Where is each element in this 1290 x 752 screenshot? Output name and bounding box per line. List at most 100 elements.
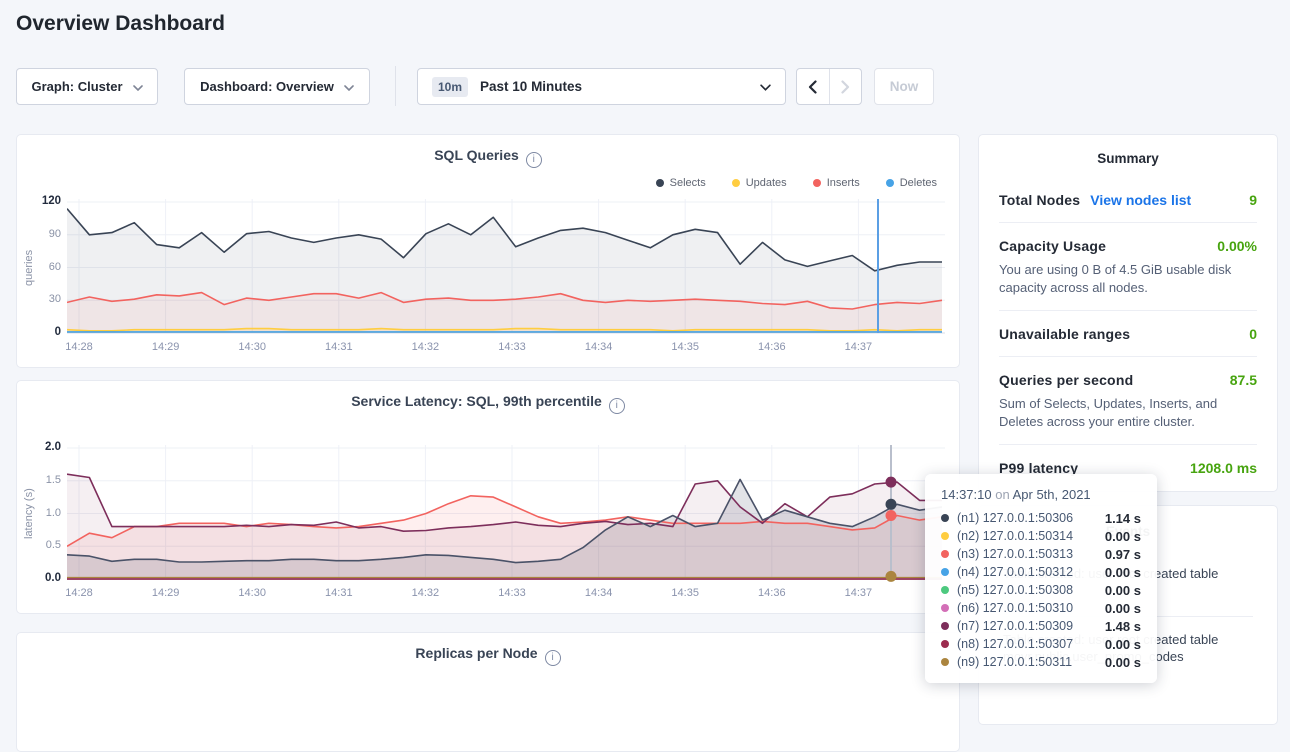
tooltip-node-value: 0.00 s — [1104, 636, 1141, 652]
tooltip-node-value: 1.14 s — [1104, 510, 1141, 526]
view-nodes-list-link[interactable]: View nodes list — [1090, 192, 1192, 208]
legend-dot-icon — [812, 179, 821, 187]
tooltip-node-value: 0.00 s — [1104, 564, 1141, 580]
y-tick-label: 2.0 — [45, 441, 61, 453]
x-tick-label: 14:36 — [758, 587, 786, 599]
node-series-dot-icon — [941, 586, 949, 594]
legend-dot-icon — [885, 179, 894, 187]
info-icon[interactable]: i — [608, 398, 625, 414]
tooltip-node-row: (n4) 127.0.0.1:50312 0.00 s — [941, 563, 1141, 581]
tooltip-node-row: (n3) 127.0.0.1:50313 0.97 s — [941, 545, 1141, 563]
summary-row-value: 9 — [1249, 192, 1257, 208]
legend-label: Deletes — [899, 177, 937, 189]
service-latency-chart[interactable] — [67, 445, 945, 585]
x-tick-label: 14:30 — [238, 587, 266, 599]
summary-panel: Summary Total Nodes View nodes list 9 Capac… — [978, 134, 1278, 492]
x-tick-label: 14:30 — [238, 341, 266, 353]
sql-queries-panel: SQL Queries i Selects Updates Inserts Delete… — [16, 134, 960, 368]
x-axis: 14:28 14:29 14:30 14:31 14:32 14:33 14:34 14:35… — [65, 587, 945, 601]
x-tick-label: 14:31 — [325, 587, 353, 599]
tooltip-node-row: (n8) 127.0.0.1:50307 0.00 s — [941, 635, 1141, 653]
time-range-dropdown[interactable]: 10m Past 10 Minutes — [417, 68, 786, 105]
chart-hover-tooltip: 14:37:10 on Apr 5th, 2021 (n1) 127.0.0.1… — [925, 474, 1157, 683]
node-series-dot-icon — [941, 514, 949, 522]
x-axis: 14:28 14:29 14:30 14:31 14:32 14:33 14:34 14:35… — [65, 341, 945, 355]
x-tick-label: 14:34 — [584, 341, 613, 353]
chevron-down-icon — [344, 79, 354, 94]
summary-row-label: Capacity Usage — [999, 238, 1107, 254]
tooltip-rows: (n1) 127.0.0.1:50306 1.14 s (n2) 127.0.0.1… — [941, 509, 1141, 671]
x-tick-label: 14:33 — [498, 587, 526, 599]
legend-item-updates[interactable]: Updates — [731, 177, 787, 189]
legend-dot-icon — [655, 179, 664, 187]
previous-time-button[interactable] — [797, 69, 830, 104]
info-icon[interactable]: i — [544, 650, 561, 666]
summary-row-main: Unavailable ranges 0 — [999, 326, 1257, 342]
summary-heading: Summary — [1097, 151, 1159, 166]
graph-dropdown[interactable]: Graph: Cluster — [16, 68, 158, 105]
service-latency-title: Service Latency: SQL, 99th percentile i — [17, 393, 959, 414]
summary-row-main: Total Nodes View nodes list 9 — [999, 192, 1257, 208]
sql-queries-chart[interactable] — [67, 199, 945, 339]
summary-row: Unavailable ranges 0 — [999, 310, 1257, 356]
summary-row-description: You are using 0 B of 4.5 GiB usable disk… — [999, 262, 1232, 295]
summary-row-description: Sum of Selects, Updates, Inserts, and De… — [999, 396, 1218, 429]
replicas-per-node-title: Replicas per Node i — [17, 645, 959, 666]
x-tick-label: 14:29 — [151, 587, 180, 599]
y-tick-label: 0.5 — [45, 539, 61, 552]
tooltip-node-label: (n3) 127.0.0.1:50313 — [957, 547, 1074, 561]
now-button[interactable]: Now — [874, 68, 934, 105]
tooltip-node-label: (n5) 127.0.0.1:50308 — [957, 583, 1074, 597]
node-series-dot-icon — [941, 532, 949, 540]
legend-label: Selects — [669, 177, 706, 189]
node-series-dot-icon — [941, 568, 949, 576]
node-series-dot-icon — [941, 604, 949, 612]
tooltip-node-label: (n9) 127.0.0.1:50311 — [957, 655, 1073, 669]
x-tick-label: 14:32 — [411, 587, 440, 599]
legend-label: Updates — [745, 177, 787, 189]
page-title: Overview Dashboard — [16, 12, 225, 35]
legend-label: Inserts — [826, 177, 860, 189]
x-tick-label: 14:36 — [758, 341, 786, 353]
summary-row: Total Nodes View nodes list 9 — [999, 166, 1257, 222]
tooltip-node-value: 0.97 s — [1104, 546, 1141, 562]
sql-queries-legend: Selects Updates Inserts Deletes — [655, 177, 937, 189]
tooltip-node-value: 0.00 s — [1104, 654, 1141, 670]
replicas-per-node-panel: Replicas per Node i — [16, 632, 960, 752]
tooltip-node-label: (n6) 127.0.0.1:50310 — [957, 601, 1074, 615]
tooltip-timestamp: 14:37:10 on Apr 5th, 2021 — [941, 487, 1091, 502]
node-series-dot-icon — [941, 658, 949, 666]
legend-item-deletes[interactable]: Deletes — [885, 177, 937, 189]
tooltip-node-row: (n1) 127.0.0.1:50306 1.14 s — [941, 509, 1141, 527]
tooltip-node-row: (n9) 127.0.0.1:50311 0.00 s — [941, 653, 1141, 671]
x-tick-label: 14:32 — [411, 341, 440, 353]
info-icon[interactable]: i — [525, 152, 542, 168]
legend-item-inserts[interactable]: Inserts — [812, 177, 860, 189]
summary-row-label: Unavailable ranges — [999, 326, 1131, 343]
tooltip-node-label: (n8) 127.0.0.1:50307 — [957, 637, 1074, 651]
chevron-down-icon — [132, 79, 143, 94]
summary-rows: Total Nodes View nodes list 9 Capacity Usag… — [999, 166, 1257, 490]
x-tick-label: 14:28 — [65, 587, 93, 599]
tooltip-node-row: (n6) 127.0.0.1:50310 0.00 s — [941, 599, 1141, 617]
y-tick-label: 90 — [48, 227, 61, 240]
sql-queries-title: SQL Queries i — [17, 147, 959, 168]
x-tick-label: 14:33 — [498, 341, 526, 353]
summary-row-label: P99 latency — [999, 460, 1079, 477]
summary-row-value: 1208.0 ms — [1190, 460, 1257, 477]
legend-dot-icon — [731, 179, 740, 187]
tooltip-node-label: (n4) 127.0.0.1:50312 — [957, 565, 1074, 579]
y-tick-label: 30 — [48, 293, 61, 306]
time-range-label: Past 10 Minutes — [480, 79, 583, 94]
x-tick-label: 14:28 — [65, 341, 93, 353]
tooltip-node-row: (n7) 127.0.0.1:50309 1.48 s — [941, 617, 1141, 635]
dashboard-dropdown-label: Dashboard: Overview — [200, 79, 334, 94]
dashboard-dropdown[interactable]: Dashboard: Overview — [184, 68, 370, 105]
next-time-button[interactable] — [830, 69, 862, 104]
legend-item-selects[interactable]: Selects — [655, 177, 706, 189]
graph-dropdown-label: Graph: Cluster — [31, 79, 123, 94]
service-latency-panel: Service Latency: SQL, 99th percentile i l… — [16, 380, 960, 614]
summary-row-value: 0.00% — [1217, 238, 1257, 254]
chevron-down-icon — [760, 78, 771, 96]
node-series-dot-icon — [941, 640, 949, 648]
